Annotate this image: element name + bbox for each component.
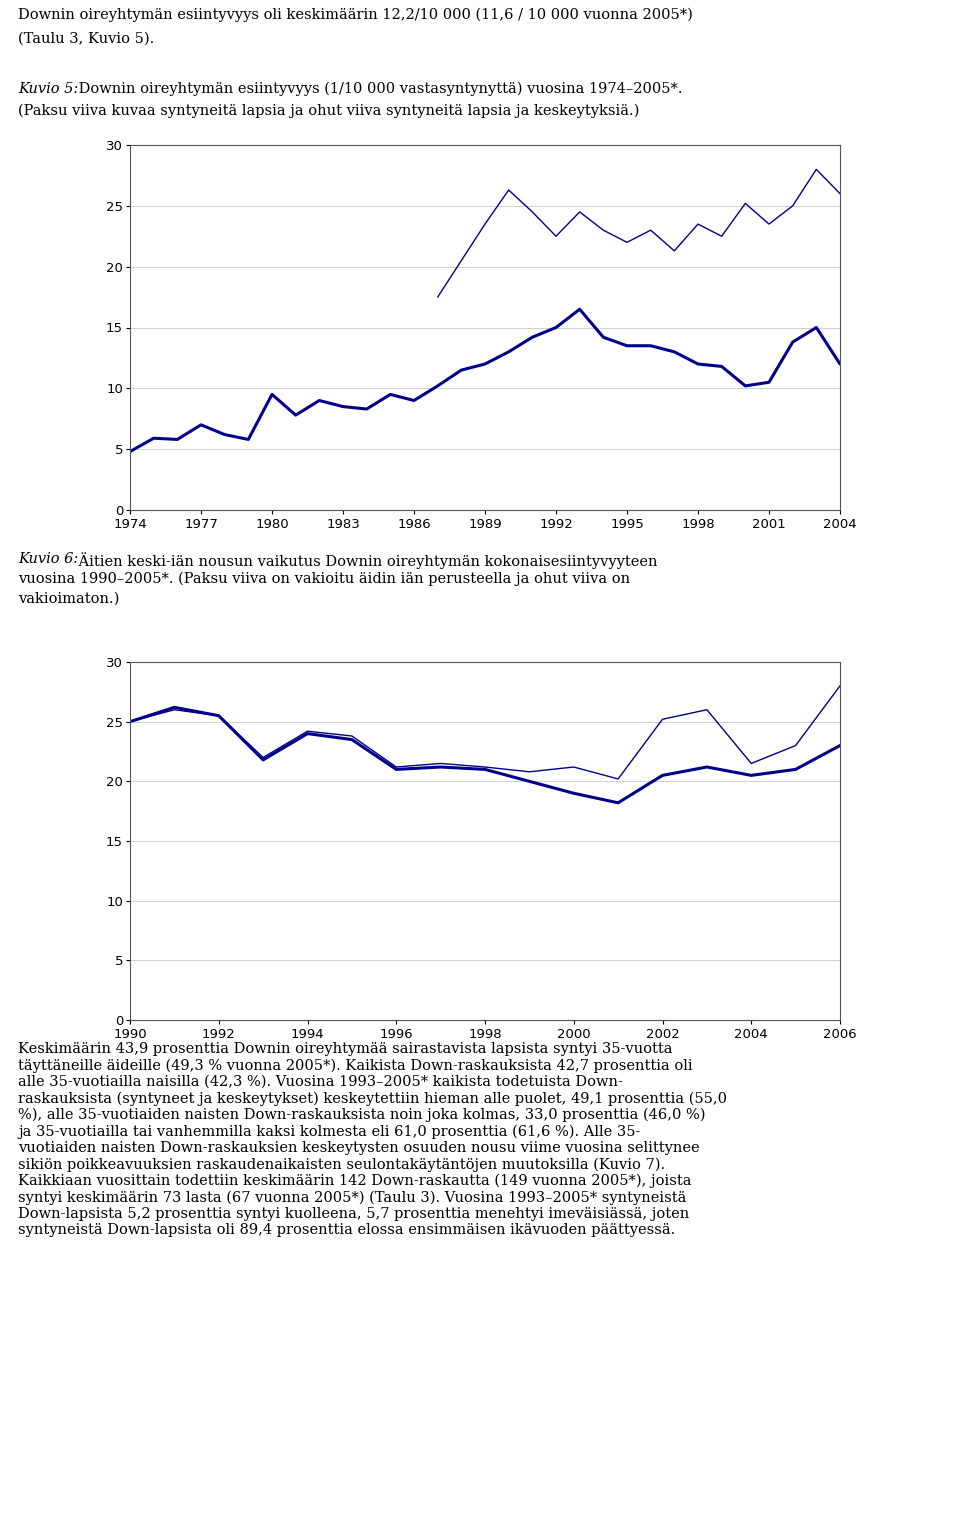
Text: vakioimaton.): vakioimaton.) <box>18 592 119 606</box>
Text: Kuvio 6:: Kuvio 6: <box>18 552 79 566</box>
Text: (Taulu 3, Kuvio 5).: (Taulu 3, Kuvio 5). <box>18 32 155 46</box>
Text: (Paksu viiva kuvaa syntyneitä lapsia ja ohut viiva syntyneitä lapsia ja keskeyty: (Paksu viiva kuvaa syntyneitä lapsia ja … <box>18 104 639 119</box>
Text: Keskimäärin 43,9 prosenttia Downin oireyhtymää sairastavista lapsista syntyi 35-: Keskimäärin 43,9 prosenttia Downin oirey… <box>18 1042 727 1238</box>
Text: vuosina 1990–2005*. (Paksu viiva on vakioitu äidin iän perusteella ja ohut viiva: vuosina 1990–2005*. (Paksu viiva on vaki… <box>18 572 630 586</box>
Text: Kuvio 5:: Kuvio 5: <box>18 82 79 96</box>
Text: Äitien keski-iän nousun vaikutus Downin oireyhtymän kokonaisesiintyvyyteen: Äitien keski-iän nousun vaikutus Downin … <box>74 552 658 569</box>
Text: Downin oireyhtymän esiintyvyys (1/10 000 vastasyntynyttä) vuosina 1974–2005*.: Downin oireyhtymän esiintyvyys (1/10 000… <box>74 82 683 96</box>
Text: Downin oireyhtymän esiintyvyys oli keskimäärin 12,2/10 000 (11,6 / 10 000 vuonna: Downin oireyhtymän esiintyvyys oli keski… <box>18 8 693 23</box>
